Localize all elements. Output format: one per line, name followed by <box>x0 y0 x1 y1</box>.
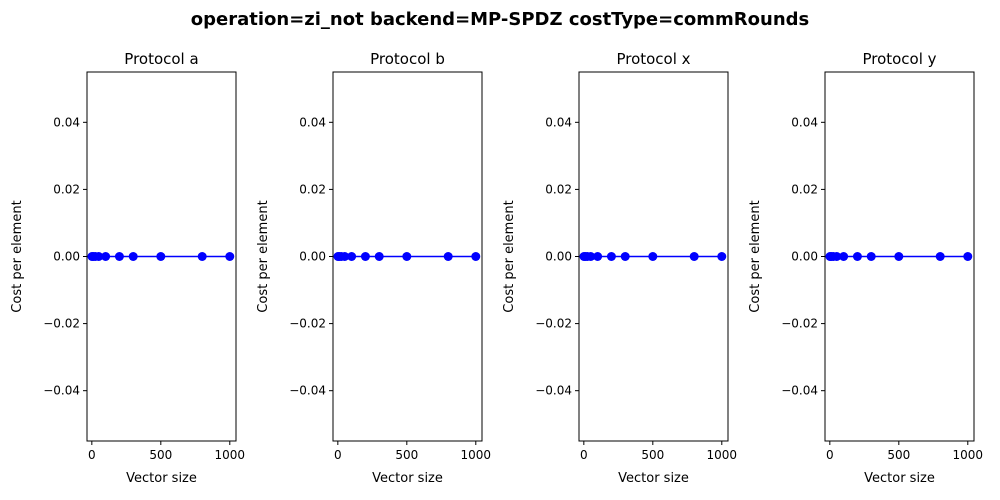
data-point <box>197 252 207 261</box>
y-tick-label: −0.04 <box>535 384 572 398</box>
data-point <box>101 252 111 261</box>
data-point <box>225 252 235 261</box>
chart-panel-1: Protocol a −0.04 −0.02 0.00 0.02 0.04 0 500 1000… <box>10 50 245 486</box>
y-tick-label: 0.04 <box>53 115 80 129</box>
data-point <box>94 252 104 261</box>
y-axis-label: Cost per element <box>502 200 517 312</box>
x-tick-label: 1000 <box>707 448 738 462</box>
plot-frame <box>332 71 483 442</box>
chart-panel-4: Protocol y −0.04 −0.02 0.00 0.02 0.04 0 500 1000… <box>748 50 983 486</box>
x-tick-label: 1000 <box>953 448 984 462</box>
panel-title: Protocol b <box>370 50 445 68</box>
data-point <box>471 252 481 261</box>
y-tick-label: 0.02 <box>299 182 326 196</box>
data-point <box>586 252 596 261</box>
x-tick-label: 1000 <box>215 448 246 462</box>
plot-frame <box>86 71 237 442</box>
y-tick-label: −0.02 <box>781 317 818 331</box>
data-point <box>689 252 699 261</box>
figure-title: operation=zi_not backend=MP-SPDZ costTyp… <box>191 9 809 30</box>
data-point <box>374 252 384 261</box>
panel-title: Protocol x <box>616 50 690 68</box>
data-point <box>832 252 842 261</box>
data-point <box>443 252 453 261</box>
data-point <box>648 252 658 261</box>
data-point <box>717 252 727 261</box>
panels: Protocol a −0.04 −0.02 0.00 0.02 0.04 0 500 1000… <box>10 50 983 486</box>
x-tick-label: 500 <box>887 448 910 462</box>
y-tick-label: −0.04 <box>781 384 818 398</box>
data-point <box>620 252 630 261</box>
y-tick-label: 0.00 <box>545 250 572 264</box>
y-axis-label: Cost per element <box>10 200 25 312</box>
y-axis-label: Cost per element <box>748 200 763 312</box>
y-tick-label: 0.02 <box>791 182 818 196</box>
plot-frame <box>824 71 975 442</box>
x-tick-label: 1000 <box>461 448 492 462</box>
panel-title: Protocol y <box>862 50 936 68</box>
x-tick-label: 0 <box>580 448 588 462</box>
y-axis-label: Cost per element <box>256 200 271 312</box>
data-point <box>402 252 412 261</box>
data-point <box>156 252 166 261</box>
x-tick-label: 500 <box>149 448 172 462</box>
x-tick-label: 500 <box>641 448 664 462</box>
data-point <box>128 252 138 261</box>
x-tick-label: 0 <box>334 448 342 462</box>
y-tick-label: 0.02 <box>53 182 80 196</box>
y-tick-label: 0.00 <box>53 250 80 264</box>
data-point <box>340 252 350 261</box>
y-tick-label: −0.02 <box>289 317 326 331</box>
y-tick-label: 0.04 <box>299 115 326 129</box>
x-axis-label: Vector size <box>372 471 443 486</box>
data-point <box>606 252 616 261</box>
data-point <box>347 252 357 261</box>
data-point <box>360 252 370 261</box>
y-tick-label: 0.00 <box>299 250 326 264</box>
data-point <box>114 252 124 261</box>
data-point <box>894 252 904 261</box>
data-point <box>593 252 603 261</box>
x-axis-label: Vector size <box>126 471 197 486</box>
x-axis-label: Vector size <box>864 471 935 486</box>
y-tick-label: −0.02 <box>535 317 572 331</box>
data-point <box>935 252 945 261</box>
chart-panel-2: Protocol b −0.04 −0.02 0.00 0.02 0.04 0 500 1000… <box>256 50 491 486</box>
y-tick-label: −0.04 <box>289 384 326 398</box>
y-tick-label: −0.02 <box>43 317 80 331</box>
data-point <box>963 252 973 261</box>
plot-frame <box>578 71 729 442</box>
chart-panel-3: Protocol x −0.04 −0.02 0.00 0.02 0.04 0 500 1000… <box>502 50 737 486</box>
y-tick-label: 0.04 <box>545 115 572 129</box>
y-tick-label: 0.02 <box>545 182 572 196</box>
y-tick-label: 0.00 <box>791 250 818 264</box>
data-point <box>866 252 876 261</box>
data-point <box>852 252 862 261</box>
y-tick-label: −0.04 <box>43 384 80 398</box>
y-tick-label: 0.04 <box>791 115 818 129</box>
x-tick-label: 500 <box>395 448 418 462</box>
x-tick-label: 0 <box>88 448 96 462</box>
data-point <box>839 252 849 261</box>
panel-title: Protocol a <box>124 50 198 68</box>
x-axis-label: Vector size <box>618 471 689 486</box>
x-tick-label: 0 <box>826 448 834 462</box>
